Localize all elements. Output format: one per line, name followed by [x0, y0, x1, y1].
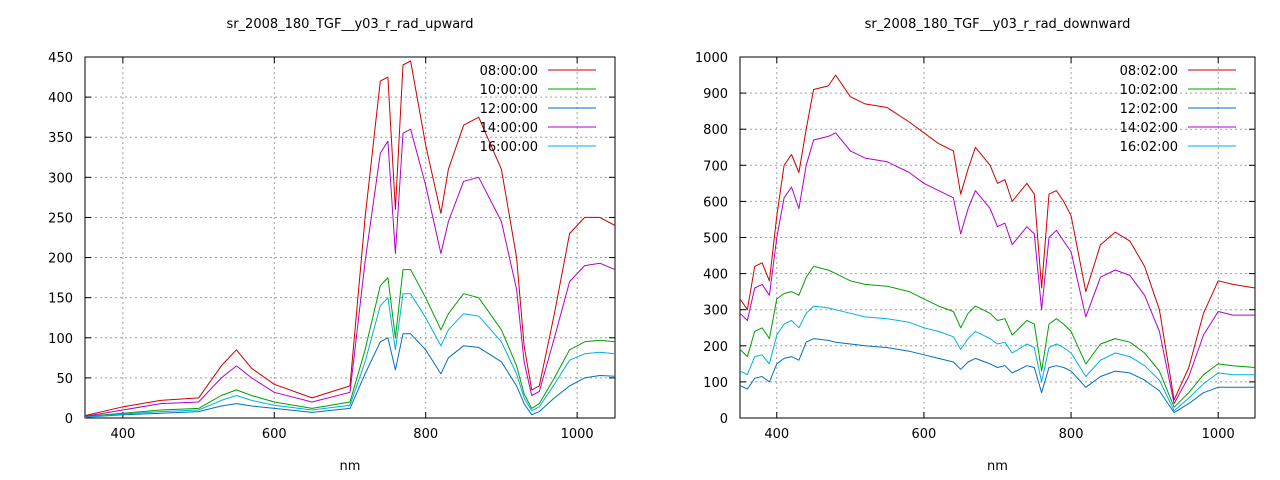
y-tick-label: 700: [703, 159, 728, 174]
x-tick-label: 800: [413, 427, 438, 442]
y-tick-label: 0: [65, 412, 73, 427]
y-tick-label: 250: [48, 211, 73, 226]
chart-title: sr_2008_180_TGF__y03_r_rad_upward: [226, 17, 473, 32]
y-tick-label: 350: [48, 131, 73, 146]
y-tick-label: 100: [48, 332, 73, 347]
legend-label: 14:00:00: [480, 121, 538, 136]
legend-label: 14:02:00: [1120, 121, 1178, 136]
legend-label: 08:00:00: [480, 64, 538, 79]
y-tick-label: 150: [48, 292, 73, 307]
y-tick-label: 800: [703, 123, 728, 138]
y-tick-label: 300: [48, 171, 73, 186]
plot-frame: [84, 56, 616, 419]
x-tick-label: 400: [764, 427, 789, 442]
y-tick-label: 400: [703, 268, 728, 283]
legend-label: 10:00:00: [480, 83, 538, 98]
y-tick-label: 200: [703, 340, 728, 355]
legend-label: 12:02:00: [1120, 102, 1178, 117]
y-tick-label: 500: [703, 232, 728, 247]
x-tick-label: 600: [912, 427, 937, 442]
y-tick-label: 300: [703, 304, 728, 319]
chart-1: 400 600 800 1000 0 50 100 150 200 250 300 350 400 450…: [48, 17, 616, 474]
chart-2: 400 600 800 1000 0 100 200 300 400 500 600 700 800 90…: [695, 17, 1256, 474]
series-line-100200: [739, 265, 1256, 408]
legend-label: 16:02:00: [1120, 140, 1178, 155]
series-line-140000: [84, 128, 616, 417]
x-axis-label: nm: [340, 459, 361, 474]
x-axis-label: nm: [987, 459, 1008, 474]
series-line-160200: [739, 305, 1255, 412]
y-tick-label: 400: [48, 91, 73, 106]
y-tick-label: 50: [56, 372, 73, 387]
y-tick-label: 450: [48, 51, 73, 66]
series-line-080200: [739, 74, 1256, 401]
series-line-160000: [84, 293, 616, 418]
x-tick-label: 600: [262, 427, 287, 442]
series-line-140200: [739, 132, 1255, 405]
y-tick-label: 1000: [695, 51, 728, 66]
y-tick-label: 600: [703, 195, 728, 210]
y-tick-label: 0: [720, 412, 728, 427]
series-line-120000: [84, 333, 616, 418]
legend-label: 08:02:00: [1120, 64, 1178, 79]
legend-label: 12:00:00: [480, 102, 538, 117]
series-line-100000: [84, 269, 616, 417]
series-line-120200: [739, 338, 1255, 414]
chart-title: sr_2008_180_TGF__y03_r_rad_downward: [865, 17, 1131, 32]
series-line-080000: [84, 60, 616, 417]
x-tick-label: 800: [1059, 427, 1084, 442]
y-tick-label: 100: [703, 376, 728, 391]
legend-label: 10:02:00: [1120, 83, 1178, 98]
x-tick-label: 1000: [1202, 427, 1235, 442]
y-tick-label: 900: [703, 87, 728, 102]
x-tick-label: 1000: [561, 427, 594, 442]
y-tick-label: 200: [48, 252, 73, 267]
x-tick-label: 400: [110, 427, 135, 442]
legend-label: 16:00:00: [480, 140, 538, 155]
